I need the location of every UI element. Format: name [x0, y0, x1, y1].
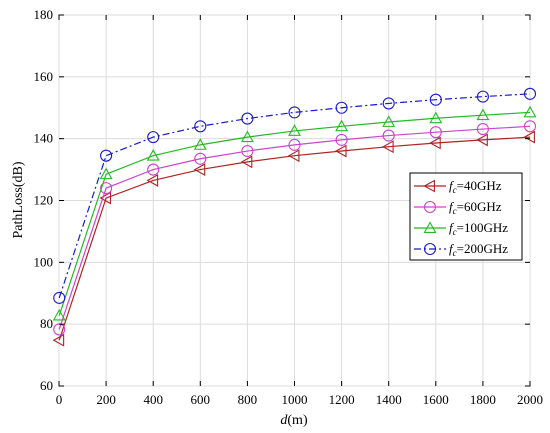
series-point [334, 144, 347, 158]
x-tick-label: 2000 [517, 392, 543, 407]
y-tick-label: 140 [34, 131, 54, 146]
series-point [288, 124, 301, 136]
series-point [241, 144, 254, 158]
legend-label: fc=40GHz [449, 178, 502, 195]
legend-label: fc=200GHz [449, 241, 508, 258]
series-point [382, 140, 394, 154]
legend-box [409, 172, 523, 261]
series-point [193, 138, 207, 150]
legend-marker [423, 200, 437, 214]
legend-label: fc=100GHz [449, 220, 508, 237]
legend-entry: fc=100GHz [414, 220, 508, 237]
x-tick-label: 1200 [329, 392, 355, 407]
series-point [287, 149, 300, 163]
x-tick-label: 1800 [470, 392, 496, 407]
series-point [523, 120, 537, 133]
series-point [193, 163, 206, 177]
series-point [382, 115, 396, 127]
axis-ticks: 0 200 400 600 800 1000 1200 1400 1600 1800 2000 60 8… [34, 7, 544, 407]
series-point [288, 138, 301, 151]
series-point [335, 101, 348, 114]
y-tick-label: 60 [40, 378, 53, 393]
series-point [100, 149, 113, 162]
x-tick-label: 600 [191, 392, 211, 407]
x-tick-label: 0 [56, 392, 63, 407]
series-point [335, 133, 348, 146]
legend-entry: fc=200GHz [414, 241, 508, 258]
series-point [429, 136, 441, 150]
series-3 [53, 87, 537, 304]
series-point [240, 155, 253, 169]
series-point [194, 152, 207, 165]
series-point [288, 106, 301, 119]
legend-marker [423, 242, 437, 256]
series-point [99, 191, 112, 205]
x-tick-label: 1000 [282, 392, 308, 407]
y-tick-label: 120 [34, 193, 54, 208]
series-point [523, 105, 537, 118]
legend-label: fc=60GHz [449, 199, 502, 216]
series-point [147, 163, 160, 176]
legend-marker [423, 179, 435, 193]
series-point [476, 90, 489, 103]
y-tick-label: 180 [34, 7, 54, 22]
series-point [240, 130, 254, 143]
series-point [476, 123, 489, 136]
legend-entry: fc=60GHz [414, 199, 502, 216]
series-point [147, 131, 160, 144]
series-point [146, 173, 159, 187]
x-tick-label: 1600 [423, 392, 449, 407]
series-line [58, 136, 531, 341]
series-point [52, 308, 66, 321]
x-tick-label: 200 [96, 392, 116, 407]
series-point [53, 291, 66, 304]
series-point [194, 120, 207, 133]
series-point [476, 108, 490, 121]
series-point [241, 112, 254, 125]
y-tick-label: 100 [34, 254, 54, 269]
series-point [429, 126, 442, 139]
y-tick-label: 80 [40, 316, 53, 331]
series-1 [53, 120, 537, 336]
x-tick-label: 400 [143, 392, 163, 407]
y-tick-label: 160 [34, 69, 54, 84]
series-point [476, 133, 488, 147]
series-point [100, 182, 113, 195]
y-axis-label: PathLoss(dB) [11, 161, 26, 238]
series-point [146, 149, 160, 161]
series-point [99, 167, 113, 180]
series-point [335, 119, 349, 132]
x-axis-label: d(m) [280, 413, 308, 428]
series-2 [52, 105, 537, 321]
series-point [382, 129, 395, 142]
series-line [58, 111, 531, 316]
series-line [58, 93, 531, 299]
series-0 [52, 130, 535, 347]
series-point [52, 333, 65, 347]
series-point [523, 87, 537, 100]
series-point [523, 130, 535, 144]
series-point [429, 93, 442, 106]
series-point [429, 111, 443, 124]
series-point [382, 97, 395, 110]
x-tick-label: 1400 [376, 392, 402, 407]
legend-entry: fc=40GHz [414, 178, 502, 195]
legend: fc=40GHz fc=60GHz fc=100GHz fc=200GHz [409, 172, 523, 261]
legend-marker [423, 221, 437, 233]
x-tick-label: 800 [238, 392, 258, 407]
series-line [58, 125, 531, 330]
series-layer [52, 87, 537, 347]
